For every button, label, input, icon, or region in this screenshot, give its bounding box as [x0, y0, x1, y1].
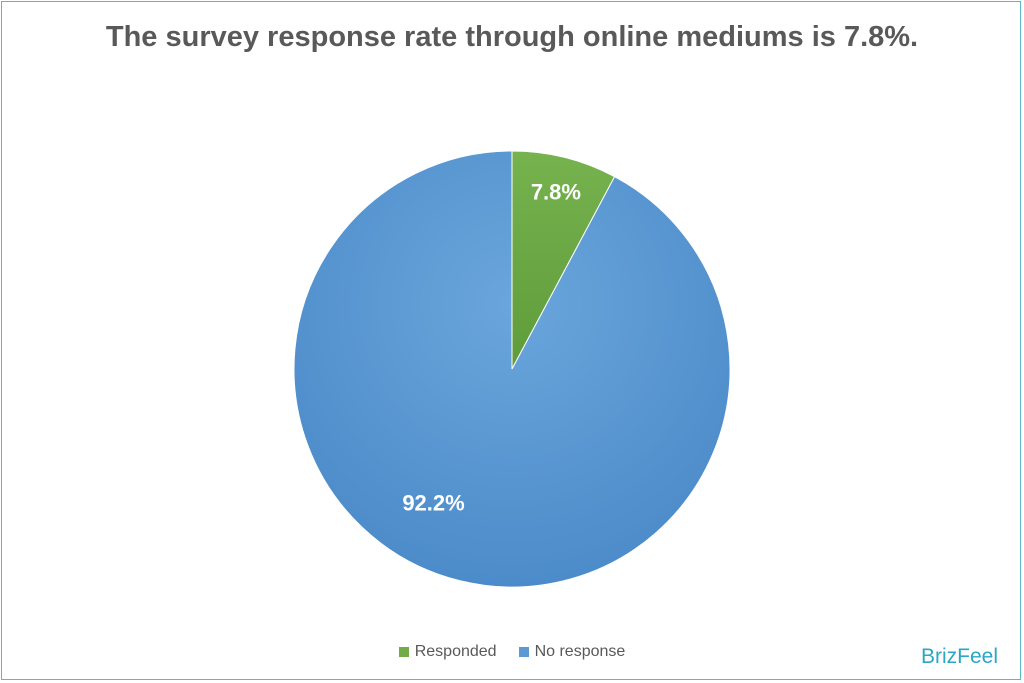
legend-item-no-response: No response — [518, 643, 626, 661]
legend-swatch-responded — [398, 647, 409, 657]
chart-title: The survey response rate through online … — [105, 21, 919, 53]
data-label-responded: 7.8% — [531, 179, 581, 204]
legend-label-responded: Responded — [414, 643, 497, 660]
legend-item-responded: Responded — [398, 643, 497, 661]
pie-slice-responded — [511, 150, 616, 370]
pie-slice-no-response — [293, 150, 731, 588]
legend-swatch-no-response — [518, 647, 529, 657]
brand-logo-text: BrizFeel — [920, 645, 998, 668]
legend-label-no-response: No response — [534, 643, 626, 660]
legend: Responded No response — [0, 643, 1024, 661]
data-label-no-response: 92.2% — [402, 491, 464, 516]
